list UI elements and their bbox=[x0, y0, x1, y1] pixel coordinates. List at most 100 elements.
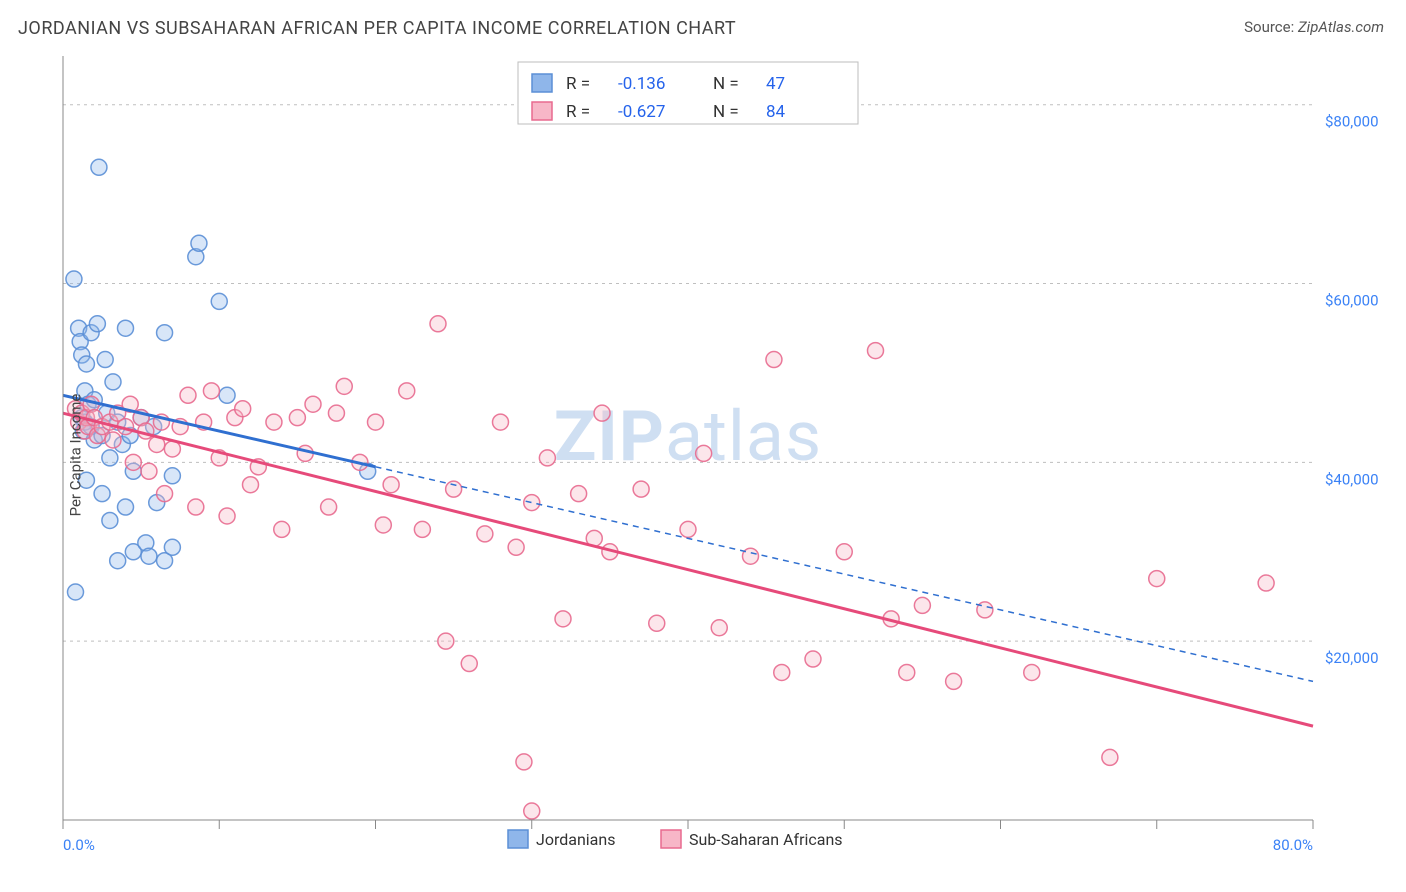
chart-container: Per Capita Income $20,000$40,000$60,000$… bbox=[18, 50, 1388, 860]
data-point bbox=[1102, 749, 1118, 765]
chart-header: JORDANIAN VS SUBSAHARAN AFRICAN PER CAPI… bbox=[0, 0, 1406, 47]
data-point bbox=[102, 512, 118, 528]
y-tick-label: $40,000 bbox=[1325, 470, 1379, 488]
data-point bbox=[157, 486, 173, 502]
data-point bbox=[110, 553, 126, 569]
legend-r-value: -0.136 bbox=[618, 74, 665, 94]
data-point bbox=[508, 539, 524, 555]
data-point bbox=[89, 316, 105, 332]
data-point bbox=[219, 508, 235, 524]
data-point bbox=[899, 664, 915, 680]
watermark: ZIPatlas bbox=[554, 396, 822, 478]
data-point bbox=[164, 468, 180, 484]
data-point bbox=[493, 414, 509, 430]
data-point bbox=[188, 499, 204, 515]
data-point bbox=[266, 414, 282, 430]
data-point bbox=[438, 633, 454, 649]
data-point bbox=[633, 481, 649, 497]
data-point bbox=[321, 499, 337, 515]
scatter-chart: $20,000 $40,000 $60,000 $80,000 ZIPatlas 0.0%… bbox=[18, 50, 1388, 860]
series-label: Sub-Saharan Africans bbox=[689, 830, 843, 849]
data-point bbox=[383, 477, 399, 493]
data-point bbox=[157, 325, 173, 341]
data-point bbox=[66, 271, 82, 287]
chart-title: JORDANIAN VS SUBSAHARAN AFRICAN PER CAPI… bbox=[18, 18, 736, 39]
series-label: Jordanians bbox=[536, 830, 615, 849]
data-point bbox=[91, 159, 107, 175]
data-point bbox=[141, 548, 157, 564]
data-point bbox=[235, 401, 251, 417]
data-point bbox=[477, 526, 493, 542]
data-point bbox=[946, 673, 962, 689]
data-point bbox=[219, 387, 235, 403]
data-point bbox=[766, 352, 782, 368]
data-point bbox=[368, 414, 384, 430]
data-point bbox=[594, 405, 610, 421]
legend-n-label: N = bbox=[713, 102, 739, 122]
source-name: ZipAtlas.com bbox=[1298, 18, 1384, 36]
data-point bbox=[446, 481, 462, 497]
data-point bbox=[774, 664, 790, 680]
data-point bbox=[461, 656, 477, 672]
data-point bbox=[191, 235, 207, 251]
data-point bbox=[805, 651, 821, 667]
legend-swatch bbox=[532, 74, 552, 92]
data-point bbox=[203, 383, 219, 399]
data-point bbox=[430, 316, 446, 332]
data-point bbox=[649, 615, 665, 631]
data-point bbox=[914, 597, 930, 613]
data-point bbox=[524, 495, 540, 511]
data-point bbox=[555, 611, 571, 627]
y-tick-label: $60,000 bbox=[1325, 292, 1379, 310]
data-point bbox=[375, 517, 391, 533]
data-point bbox=[836, 544, 852, 560]
data-point bbox=[118, 320, 134, 336]
data-point bbox=[680, 521, 696, 537]
data-point bbox=[274, 521, 290, 537]
data-point bbox=[141, 463, 157, 479]
data-point bbox=[336, 378, 352, 394]
data-point bbox=[97, 352, 113, 368]
y-tick-label: $20,000 bbox=[1325, 649, 1379, 667]
data-point bbox=[571, 486, 587, 502]
data-point bbox=[180, 387, 196, 403]
data-point bbox=[211, 293, 227, 309]
data-point bbox=[711, 620, 727, 636]
series-swatch bbox=[661, 830, 681, 848]
data-point bbox=[696, 445, 712, 461]
data-point bbox=[243, 477, 259, 493]
data-point bbox=[118, 499, 134, 515]
data-point bbox=[105, 432, 121, 448]
legend-r-value: -0.627 bbox=[618, 102, 665, 122]
data-point bbox=[68, 584, 84, 600]
data-point bbox=[1024, 664, 1040, 680]
data-point bbox=[78, 356, 94, 372]
x-max-label: 80.0% bbox=[1273, 836, 1313, 854]
y-tick-label: $80,000 bbox=[1325, 113, 1379, 131]
data-point bbox=[328, 405, 344, 421]
data-point bbox=[94, 486, 110, 502]
data-point bbox=[105, 374, 121, 390]
data-point bbox=[125, 454, 141, 470]
series-swatch bbox=[508, 830, 528, 848]
legend-swatch bbox=[532, 102, 552, 120]
data-point bbox=[1258, 575, 1274, 591]
data-point bbox=[516, 754, 532, 770]
data-point bbox=[1149, 571, 1165, 587]
x-min-label: 0.0% bbox=[63, 836, 95, 854]
data-point bbox=[102, 450, 118, 466]
data-point bbox=[305, 396, 321, 412]
y-axis-label: Per Capita Income bbox=[66, 394, 84, 517]
data-point bbox=[524, 803, 540, 819]
data-point bbox=[539, 450, 555, 466]
data-point bbox=[399, 383, 415, 399]
legend-n-value: 47 bbox=[766, 74, 785, 94]
source-prefix: Source: bbox=[1244, 18, 1298, 36]
legend-r-label: R = bbox=[566, 74, 590, 94]
legend-r-label: R = bbox=[566, 102, 590, 122]
data-point bbox=[414, 521, 430, 537]
legend-n-label: N = bbox=[713, 74, 739, 94]
data-point bbox=[164, 539, 180, 555]
data-point bbox=[289, 410, 305, 426]
legend-n-value: 84 bbox=[766, 102, 786, 122]
